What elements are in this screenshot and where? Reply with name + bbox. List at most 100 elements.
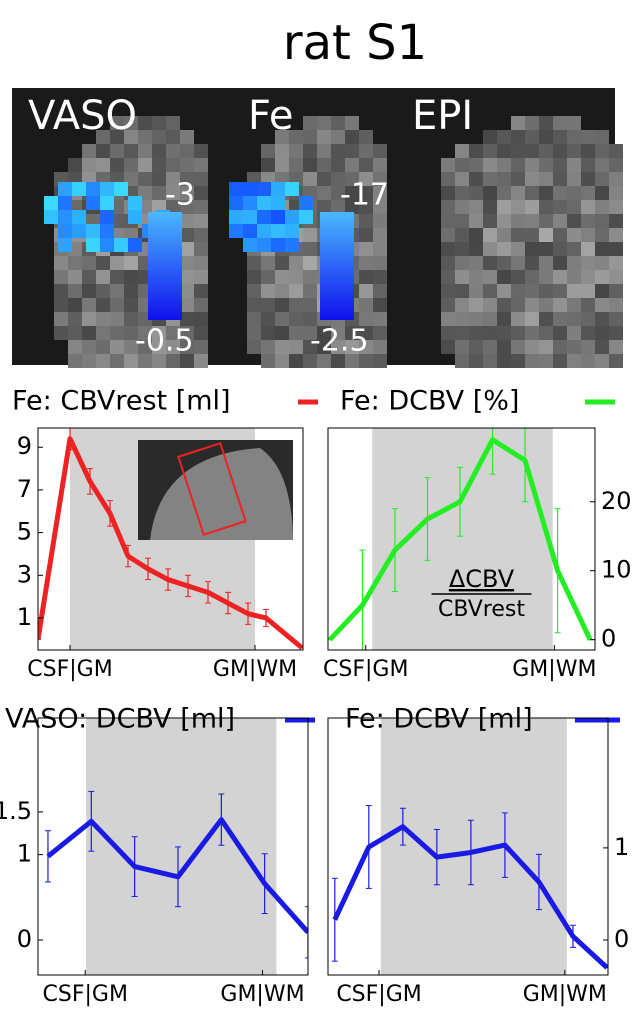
x-tick-label: CSF|GM	[43, 982, 128, 1007]
image-pixel	[567, 172, 581, 186]
image-pixel	[525, 354, 539, 368]
image-pixel	[138, 158, 152, 172]
image-pixel	[373, 326, 387, 340]
image-pixel	[166, 326, 180, 340]
image-pixel	[166, 354, 180, 368]
image-pixel	[567, 144, 581, 158]
image-pixel	[455, 214, 469, 228]
image-pixel	[275, 130, 289, 144]
plot-area	[44, 718, 308, 975]
image-pixel	[441, 340, 455, 354]
image-pixel	[595, 242, 609, 256]
image-pixel	[345, 116, 359, 130]
activation-pixel	[243, 238, 257, 252]
image-pixel	[345, 340, 359, 354]
image-pixel	[609, 200, 623, 214]
image-pixel	[483, 144, 497, 158]
image-pixel	[581, 130, 595, 144]
image-pixel	[303, 158, 317, 172]
image-pixel	[331, 172, 345, 186]
data-line	[38, 436, 303, 650]
image-pixel	[96, 158, 110, 172]
image-pixel	[359, 270, 373, 284]
image-pixel	[441, 242, 455, 256]
legend-label: Fe: DCBV [%]	[340, 386, 519, 417]
image-pixel	[441, 298, 455, 312]
colorbar-max-label: -3	[165, 178, 195, 213]
image-pixel	[511, 214, 525, 228]
activation-pixel	[100, 210, 114, 224]
image-pixel	[247, 312, 261, 326]
image-pixel	[373, 186, 387, 200]
image-pixel	[441, 256, 455, 270]
image-pixel	[469, 284, 483, 298]
activation-pixel	[114, 238, 128, 252]
image-pixel	[483, 326, 497, 340]
image-pixel	[54, 326, 68, 340]
image-pixel	[331, 158, 345, 172]
image-pixel	[497, 298, 511, 312]
y-tick-label: 7	[17, 475, 32, 503]
image-pixel	[455, 312, 469, 326]
image-pixel	[110, 354, 124, 368]
image-pixel	[180, 214, 194, 228]
image-pixel	[303, 256, 317, 270]
x-tick-label: GM|WM	[213, 657, 297, 682]
image-pixel	[194, 326, 208, 340]
image-pixel	[180, 158, 194, 172]
image-pixel	[567, 256, 581, 270]
image-pixel	[581, 326, 595, 340]
image-pixel	[609, 214, 623, 228]
image-pixel	[152, 326, 166, 340]
image-pixel	[497, 354, 511, 368]
image-pixel	[567, 228, 581, 242]
image-pixel	[567, 326, 581, 340]
image-pixel	[511, 284, 525, 298]
inset-roi	[177, 441, 247, 537]
activation-pixel	[285, 182, 299, 196]
image-pixel	[180, 354, 194, 368]
image-pixel	[138, 116, 152, 130]
image-pixel	[194, 242, 208, 256]
image-pixel	[455, 186, 469, 200]
image-pixel	[110, 144, 124, 158]
image-pixel	[455, 256, 469, 270]
image-pixel	[194, 298, 208, 312]
image-pixel	[581, 256, 595, 270]
image-pixel	[581, 200, 595, 214]
image-pixel	[68, 270, 82, 284]
image-pixel	[124, 340, 138, 354]
activation-pixel	[58, 182, 72, 196]
image-pixel	[152, 116, 166, 130]
image-pixel	[581, 144, 595, 158]
image-pixel	[289, 354, 303, 368]
image-pixel	[373, 256, 387, 270]
data-line	[328, 437, 593, 642]
image-pixel	[275, 284, 289, 298]
image-pixel	[303, 312, 317, 326]
image-pixel	[303, 354, 317, 368]
image-pixel	[511, 200, 525, 214]
image-pixel	[511, 242, 525, 256]
image-pixel	[455, 200, 469, 214]
image-pixel	[373, 340, 387, 354]
image-pixel	[525, 200, 539, 214]
image-pixel	[82, 298, 96, 312]
image-pixel	[483, 284, 497, 298]
image-pixel	[331, 116, 345, 130]
image-pixel	[331, 144, 345, 158]
image-pixel	[124, 158, 138, 172]
image-pixel	[373, 172, 387, 186]
image-pixel	[455, 284, 469, 298]
activation-pixel	[257, 196, 271, 210]
image-pixel	[525, 228, 539, 242]
image-pixel	[275, 354, 289, 368]
image-pixel	[96, 326, 110, 340]
image-pixel	[96, 340, 110, 354]
image-pixel	[539, 298, 553, 312]
image-pixel	[373, 284, 387, 298]
image-pixel	[54, 256, 68, 270]
image-panel: -3 -0.5 -17 -2.5 VASO Fe EPI	[12, 88, 623, 368]
image-pixel	[359, 186, 373, 200]
plot-frame	[37, 717, 309, 976]
